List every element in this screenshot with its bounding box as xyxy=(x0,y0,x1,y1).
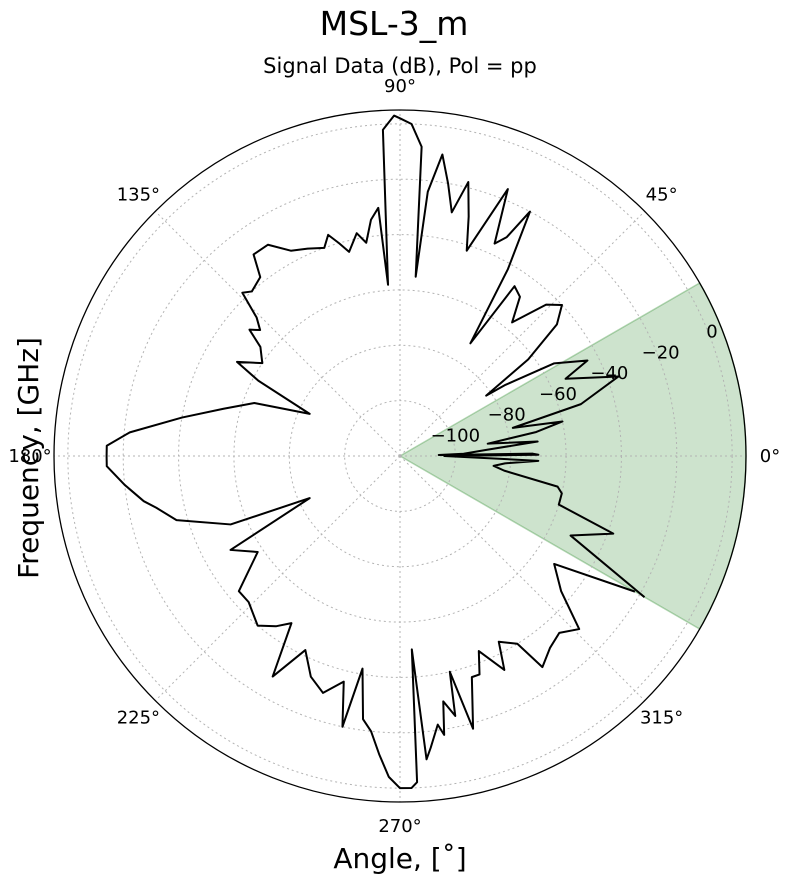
angular-tick-label: 270° xyxy=(378,816,421,837)
series-layer xyxy=(105,114,646,790)
tick-label-layer: 0° 45° 90° 135° 180° 225° 270° 315° −100 −80 −60 −4… xyxy=(8,76,780,837)
chart-subtitle: Signal Data (dB), Pol = pp xyxy=(263,54,537,78)
frame-layer xyxy=(53,109,747,803)
angular-tick-label: 225° xyxy=(117,708,160,729)
polar-frame xyxy=(53,109,747,803)
angular-tick-label: 135° xyxy=(117,184,160,205)
x-axis-label: Angle, [˚] xyxy=(333,842,466,875)
radial-tick-label: −80 xyxy=(488,405,526,426)
radial-tick-label: −100 xyxy=(431,425,480,446)
y-axis-label: Frequency, [GHz] xyxy=(12,337,45,579)
angular-tick-label: 0° xyxy=(760,446,780,467)
angular-tick-label: 315° xyxy=(640,708,683,729)
radial-tick-label: −60 xyxy=(539,384,577,405)
angular-tick-label: 45° xyxy=(646,184,678,205)
angular-tick-label: 180° xyxy=(8,446,51,467)
signal-series-line xyxy=(105,114,646,790)
radial-tick-label: 0 xyxy=(706,322,717,343)
angular-tick-label: 90° xyxy=(384,76,416,97)
radial-tick-label: −40 xyxy=(590,363,628,384)
radial-tick-label: −20 xyxy=(642,342,680,363)
chart-title: MSL-3_m xyxy=(320,4,469,43)
